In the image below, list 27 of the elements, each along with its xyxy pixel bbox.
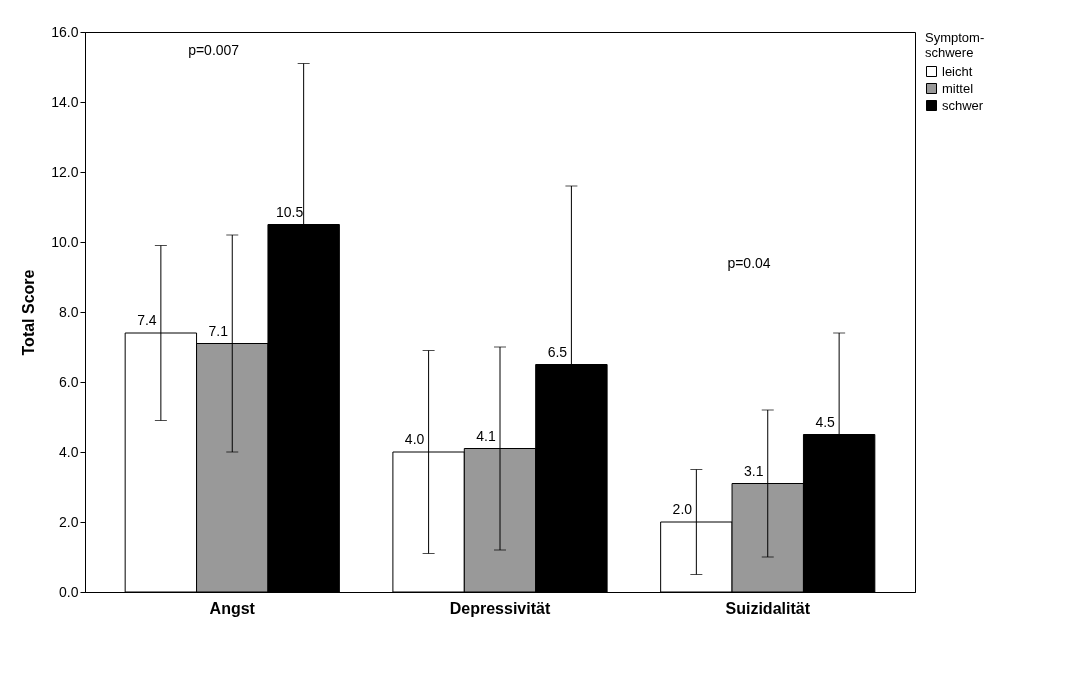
data-label: 2.0 bbox=[672, 501, 693, 517]
annotation: p=0.04 bbox=[727, 255, 771, 271]
data-label: 6.5 bbox=[547, 343, 568, 360]
y-tick-label: 16.0 bbox=[51, 23, 79, 40]
data-label: 7.4 bbox=[137, 312, 157, 328]
y-tick-label: 0.0 bbox=[59, 583, 79, 600]
data-label: 10.5 bbox=[276, 203, 304, 220]
legend-label: schwer bbox=[942, 97, 984, 113]
data-label: 4.0 bbox=[404, 431, 425, 447]
x-tick-label: Depressivität bbox=[449, 599, 551, 617]
data-label: 4.1 bbox=[476, 427, 496, 444]
y-tick-label: 14.0 bbox=[51, 93, 79, 110]
x-tick-label: Angst bbox=[209, 599, 256, 617]
x-tick-label: Suizidalität bbox=[725, 599, 811, 617]
legend-label: leicht bbox=[942, 63, 973, 79]
data-label: 4.5 bbox=[815, 413, 836, 430]
legend-label: mittel bbox=[942, 80, 974, 96]
y-axis-title: Total Score bbox=[20, 269, 38, 356]
data-label: 3.1 bbox=[744, 462, 764, 479]
y-tick-label: 2.0 bbox=[59, 513, 79, 530]
y-tick-label: 6.0 bbox=[59, 373, 79, 390]
annotation: p=0.007 bbox=[188, 42, 240, 59]
data-label: 7.1 bbox=[208, 322, 229, 339]
y-tick-label: 12.0 bbox=[51, 163, 79, 180]
y-tick-label: 10.0 bbox=[51, 233, 79, 250]
y-tick-label: 4.0 bbox=[59, 443, 79, 460]
y-tick-label: 8.0 bbox=[59, 303, 79, 320]
